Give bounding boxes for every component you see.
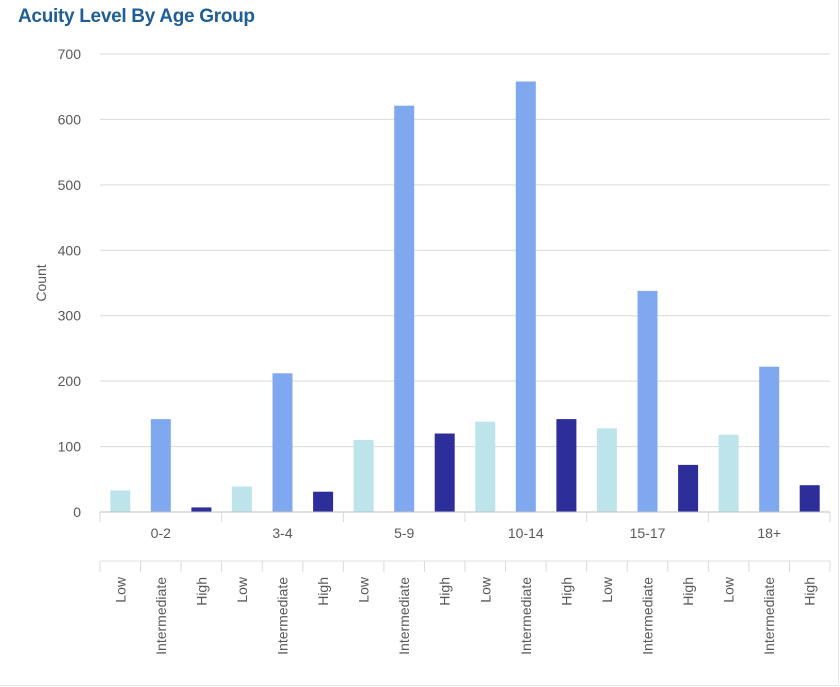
x-subcategory-label: High: [193, 577, 209, 606]
bar-15-17-intermediate: [637, 290, 658, 512]
gridlines: [100, 53, 830, 448]
bar-10-14-intermediate: [515, 81, 536, 512]
x-subcategory-label: Intermediate: [761, 577, 777, 655]
y-tick-label: 100: [58, 439, 82, 455]
x-group-label: 15-17: [630, 525, 666, 541]
bar-0-2-high: [191, 507, 212, 512]
y-axis-ticks: 0 100 200 300 400 500 600 700: [58, 46, 82, 520]
bar-0-2-intermediate: [150, 419, 171, 512]
x-subcategory-label: Low: [721, 576, 737, 603]
chart-title: Acuity Level By Age Group: [18, 6, 255, 27]
x-subcategory-label: Low: [356, 576, 372, 603]
x-subcategory-label: High: [680, 577, 696, 606]
x-subcategory-label: High: [802, 577, 818, 606]
x-subcategory-label: Intermediate: [396, 577, 412, 655]
x-axis: 0-2 3-4 5-9 10-14 15-17 18+ Low Intermediate Hig…: [99, 511, 831, 655]
bar-10-14-high: [556, 419, 577, 512]
y-tick-label: 600: [58, 111, 82, 127]
y-tick-label: 500: [58, 177, 82, 193]
bar-15-17-low: [596, 428, 617, 512]
bar-5-9-high: [434, 433, 455, 512]
x-group-label: 10-14: [508, 525, 544, 541]
x-group-label: 0-2: [151, 525, 171, 541]
x-subcategory-label: Low: [477, 576, 493, 603]
x-subcategory-label: High: [558, 577, 574, 606]
x-subcategory-label: Low: [599, 576, 615, 603]
y-tick-label: 0: [73, 504, 81, 520]
bar-3-4-high: [313, 491, 334, 512]
x-subcategory-label: Low: [234, 576, 250, 603]
x-subcategory-label: Intermediate: [640, 577, 656, 655]
bar-10-14-low: [475, 421, 496, 512]
x-subcategory-label: Intermediate: [153, 577, 169, 655]
x-subcategory-label: Low: [112, 576, 128, 603]
x-subcategory-label: High: [437, 577, 453, 606]
y-tick-label: 300: [58, 308, 82, 324]
x-group-label: 5-9: [394, 525, 414, 541]
x-subcategory-label: Intermediate: [275, 577, 291, 655]
y-tick-label: 700: [58, 46, 82, 62]
bar-5-9-intermediate: [394, 105, 415, 512]
x-subcategory-label: Intermediate: [518, 577, 534, 655]
bar-18+-high: [799, 485, 820, 512]
bar-5-9-low: [353, 440, 374, 512]
bar-18+-intermediate: [759, 366, 780, 512]
y-tick-label: 400: [58, 242, 82, 258]
bar-15-17-high: [678, 464, 699, 512]
bar-0-2-low: [110, 490, 131, 512]
bar-3-4-low: [231, 486, 252, 512]
bars: [110, 81, 820, 512]
y-axis-title: Count: [33, 264, 49, 301]
y-tick-label: 200: [58, 373, 82, 389]
bar-18+-low: [718, 434, 739, 512]
bar-3-4-intermediate: [272, 373, 293, 512]
x-subcategory-label: High: [315, 577, 331, 606]
x-group-label: 18+: [757, 525, 781, 541]
x-group-label: 3-4: [272, 525, 292, 541]
